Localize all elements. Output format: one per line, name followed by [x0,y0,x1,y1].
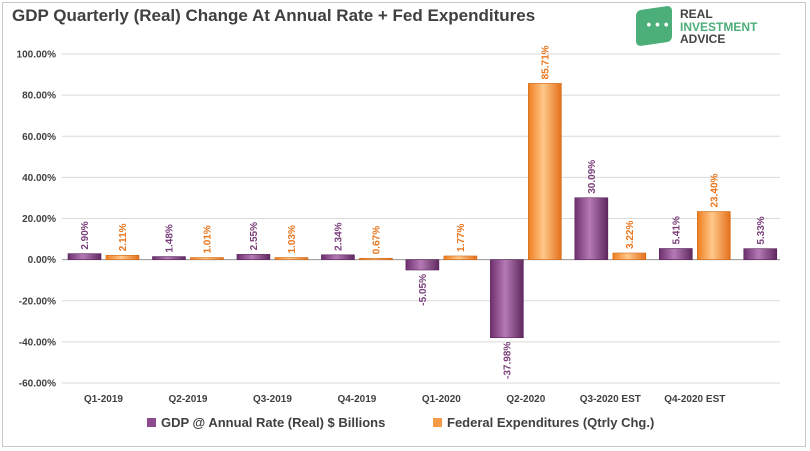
gdp-bar [152,256,186,260]
federal-bar [190,257,224,260]
y-tick-label: -20.00% [19,296,56,307]
legend-item-gdp: GDP @ Annual Rate (Real) $ Billions [147,415,385,430]
legend-swatch-gdp [147,418,156,427]
gdp-data-label: -5.05% [418,274,429,306]
x-category-label: Q4-2019 [337,394,376,405]
y-tick-label: 100.00% [17,50,57,61]
federal-data-label: 2.11% [118,223,129,251]
brand-name: REAL INVESTMENT ADVICE [680,8,757,46]
y-tick-label: -40.00% [19,337,56,348]
federal-data-label: 0.67% [371,226,382,254]
x-category-label: Q4-2020 EST [664,394,725,405]
brand-logo: ••• REAL INVESTMENT ADVICE [636,5,786,48]
gdp-data-label: 5.41% [671,216,682,244]
federal-bar [274,257,309,260]
x-category-label: Q1-2019 [84,394,123,405]
federal-bar [696,211,731,260]
gdp-bar [574,197,609,260]
federal-bar [443,255,478,260]
federal-data-label: 1.03% [287,225,298,253]
y-tick-label: 0.00% [28,255,56,266]
y-tick-label: 80.00% [22,91,56,102]
gdp-bar [490,259,524,339]
y-tick-label: -60.00% [19,379,56,390]
x-category-label: Q1-2020 [422,394,461,405]
gdp-data-label: 5.33% [756,216,767,244]
gdp-bar [743,248,778,260]
gdp-data-label: 30.09% [587,160,598,194]
gdp-bar [405,259,440,271]
chart-frame [2,2,806,447]
data-labels: 2.90% 2.11% 1.48% 1.01% 2.55% 1.03% 2.34% 0.67%… [80,45,767,379]
bars [67,83,778,339]
gdp-data-label: 2.90% [80,221,91,249]
legend-swatch-federal [433,418,442,427]
x-axis: Q1-2019 Q2-2019 Q3-2019 Q4-2019 Q1-2020 Q2-20… [84,394,725,405]
federal-data-label: 1.77% [456,224,467,252]
x-category-label: Q2-2020 [506,394,545,405]
legend-label-gdp: GDP @ Annual Rate (Real) $ Billions [161,415,386,430]
federal-bar [359,257,393,261]
federal-data-label: 23.40% [709,173,720,207]
federal-data-label: 85.71% [540,45,551,79]
gdp-data-label: 2.34% [333,222,344,250]
federal-data-label: 3.22% [625,221,636,249]
gdp-bar [67,253,102,260]
legend-item-federal: Federal Expenditures (Qtrly Chg.) [433,415,654,430]
legend-label-federal: Federal Expenditures (Qtrly Chg.) [447,415,655,430]
x-category-label: Q3-2019 [253,394,292,405]
brand-name-line3: ADVICE [680,32,726,46]
gdp-data-label: 2.55% [249,222,260,250]
gdp-bar [321,254,355,260]
federal-bar [528,83,562,260]
y-tick-label: 20.00% [22,214,56,225]
gdp-data-label: 1.48% [164,224,175,252]
y-tick-label: 60.00% [22,132,56,143]
x-category-label: Q2-2019 [169,394,208,405]
gdp-bar [658,248,693,260]
brand-name-line1: REAL [680,7,713,21]
gdp-bar [236,254,271,260]
federal-bar [612,252,647,260]
x-category-label: Q3-2020 EST [580,394,641,405]
chart-title: GDP Quarterly (Real) Change At Annual Ra… [12,6,536,25]
y-tick-label: 40.00% [22,173,56,184]
y-axis: -60.00% -40.00% -20.00% 0.00% 20.00% 40.00% 60… [17,50,780,390]
gdp-data-label: -37.98% [502,342,513,379]
federal-bar [105,254,140,260]
brand-name-line2: INVESTMENT [680,19,758,34]
federal-data-label: 1.01% [202,225,213,253]
